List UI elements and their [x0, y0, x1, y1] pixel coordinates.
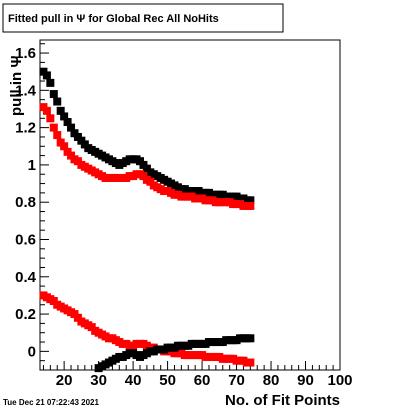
series-0-point [46, 78, 55, 87]
series-1-point [60, 142, 69, 151]
y-tick-label: 1 [28, 157, 36, 174]
x-axis: 20 30 40 50 60 70 80 90 100 [42, 361, 353, 389]
series-0-point [63, 118, 72, 127]
series-0-point [49, 90, 58, 99]
series-2-point [246, 358, 255, 367]
series-0-point [60, 112, 69, 121]
x-axis-title: No. of Fit Points [225, 392, 340, 409]
series-0-point [56, 106, 65, 115]
y-axis-title: pull in Ψ [8, 56, 25, 116]
series-0-point [246, 196, 255, 205]
x-tick-label: 100 [327, 372, 352, 389]
y-tick-label: 1.4 [15, 82, 37, 99]
chart-title: Fitted pull in Ψ for Global Rec All NoHi… [8, 13, 219, 25]
x-tick-label: 30 [90, 372, 107, 389]
series-1-point [246, 201, 255, 210]
title-box [2, 3, 284, 33]
y-axis: 0 0.2 0.4 0.6 0.8 1 1.2 1.4 1.6 [15, 43, 49, 371]
y-tick-label: 0.8 [15, 194, 36, 211]
series-1-point [49, 123, 58, 132]
series-layer [39, 67, 255, 373]
x-tick-label: 50 [159, 372, 176, 389]
x-tick-label: 20 [56, 372, 73, 389]
x-tick-label: 90 [297, 372, 314, 389]
x-tick-label: 70 [228, 372, 245, 389]
y-tick-label: 0.2 [15, 306, 36, 323]
y-tick-label: 0.6 [15, 231, 36, 248]
y-tick-label: 1.6 [15, 45, 36, 62]
series-1-point [46, 114, 55, 123]
series-1-point [53, 131, 62, 140]
timestamp: Tue Dec 21 07:22:43 2021 [3, 398, 99, 407]
y-tick-label: 1.2 [15, 120, 36, 137]
series-0-point [53, 97, 62, 106]
series-3-point [246, 334, 255, 343]
series-0-point [42, 71, 51, 80]
x-tick-label: 80 [263, 372, 280, 389]
series-1-point [42, 106, 51, 115]
plot-frame [39, 39, 341, 371]
y-tick-label: 0 [28, 343, 36, 360]
y-tick-label: 0.4 [15, 269, 37, 286]
x-tick-label: 60 [194, 372, 211, 389]
series-0-point [67, 123, 76, 132]
x-tick-label: 40 [125, 372, 142, 389]
